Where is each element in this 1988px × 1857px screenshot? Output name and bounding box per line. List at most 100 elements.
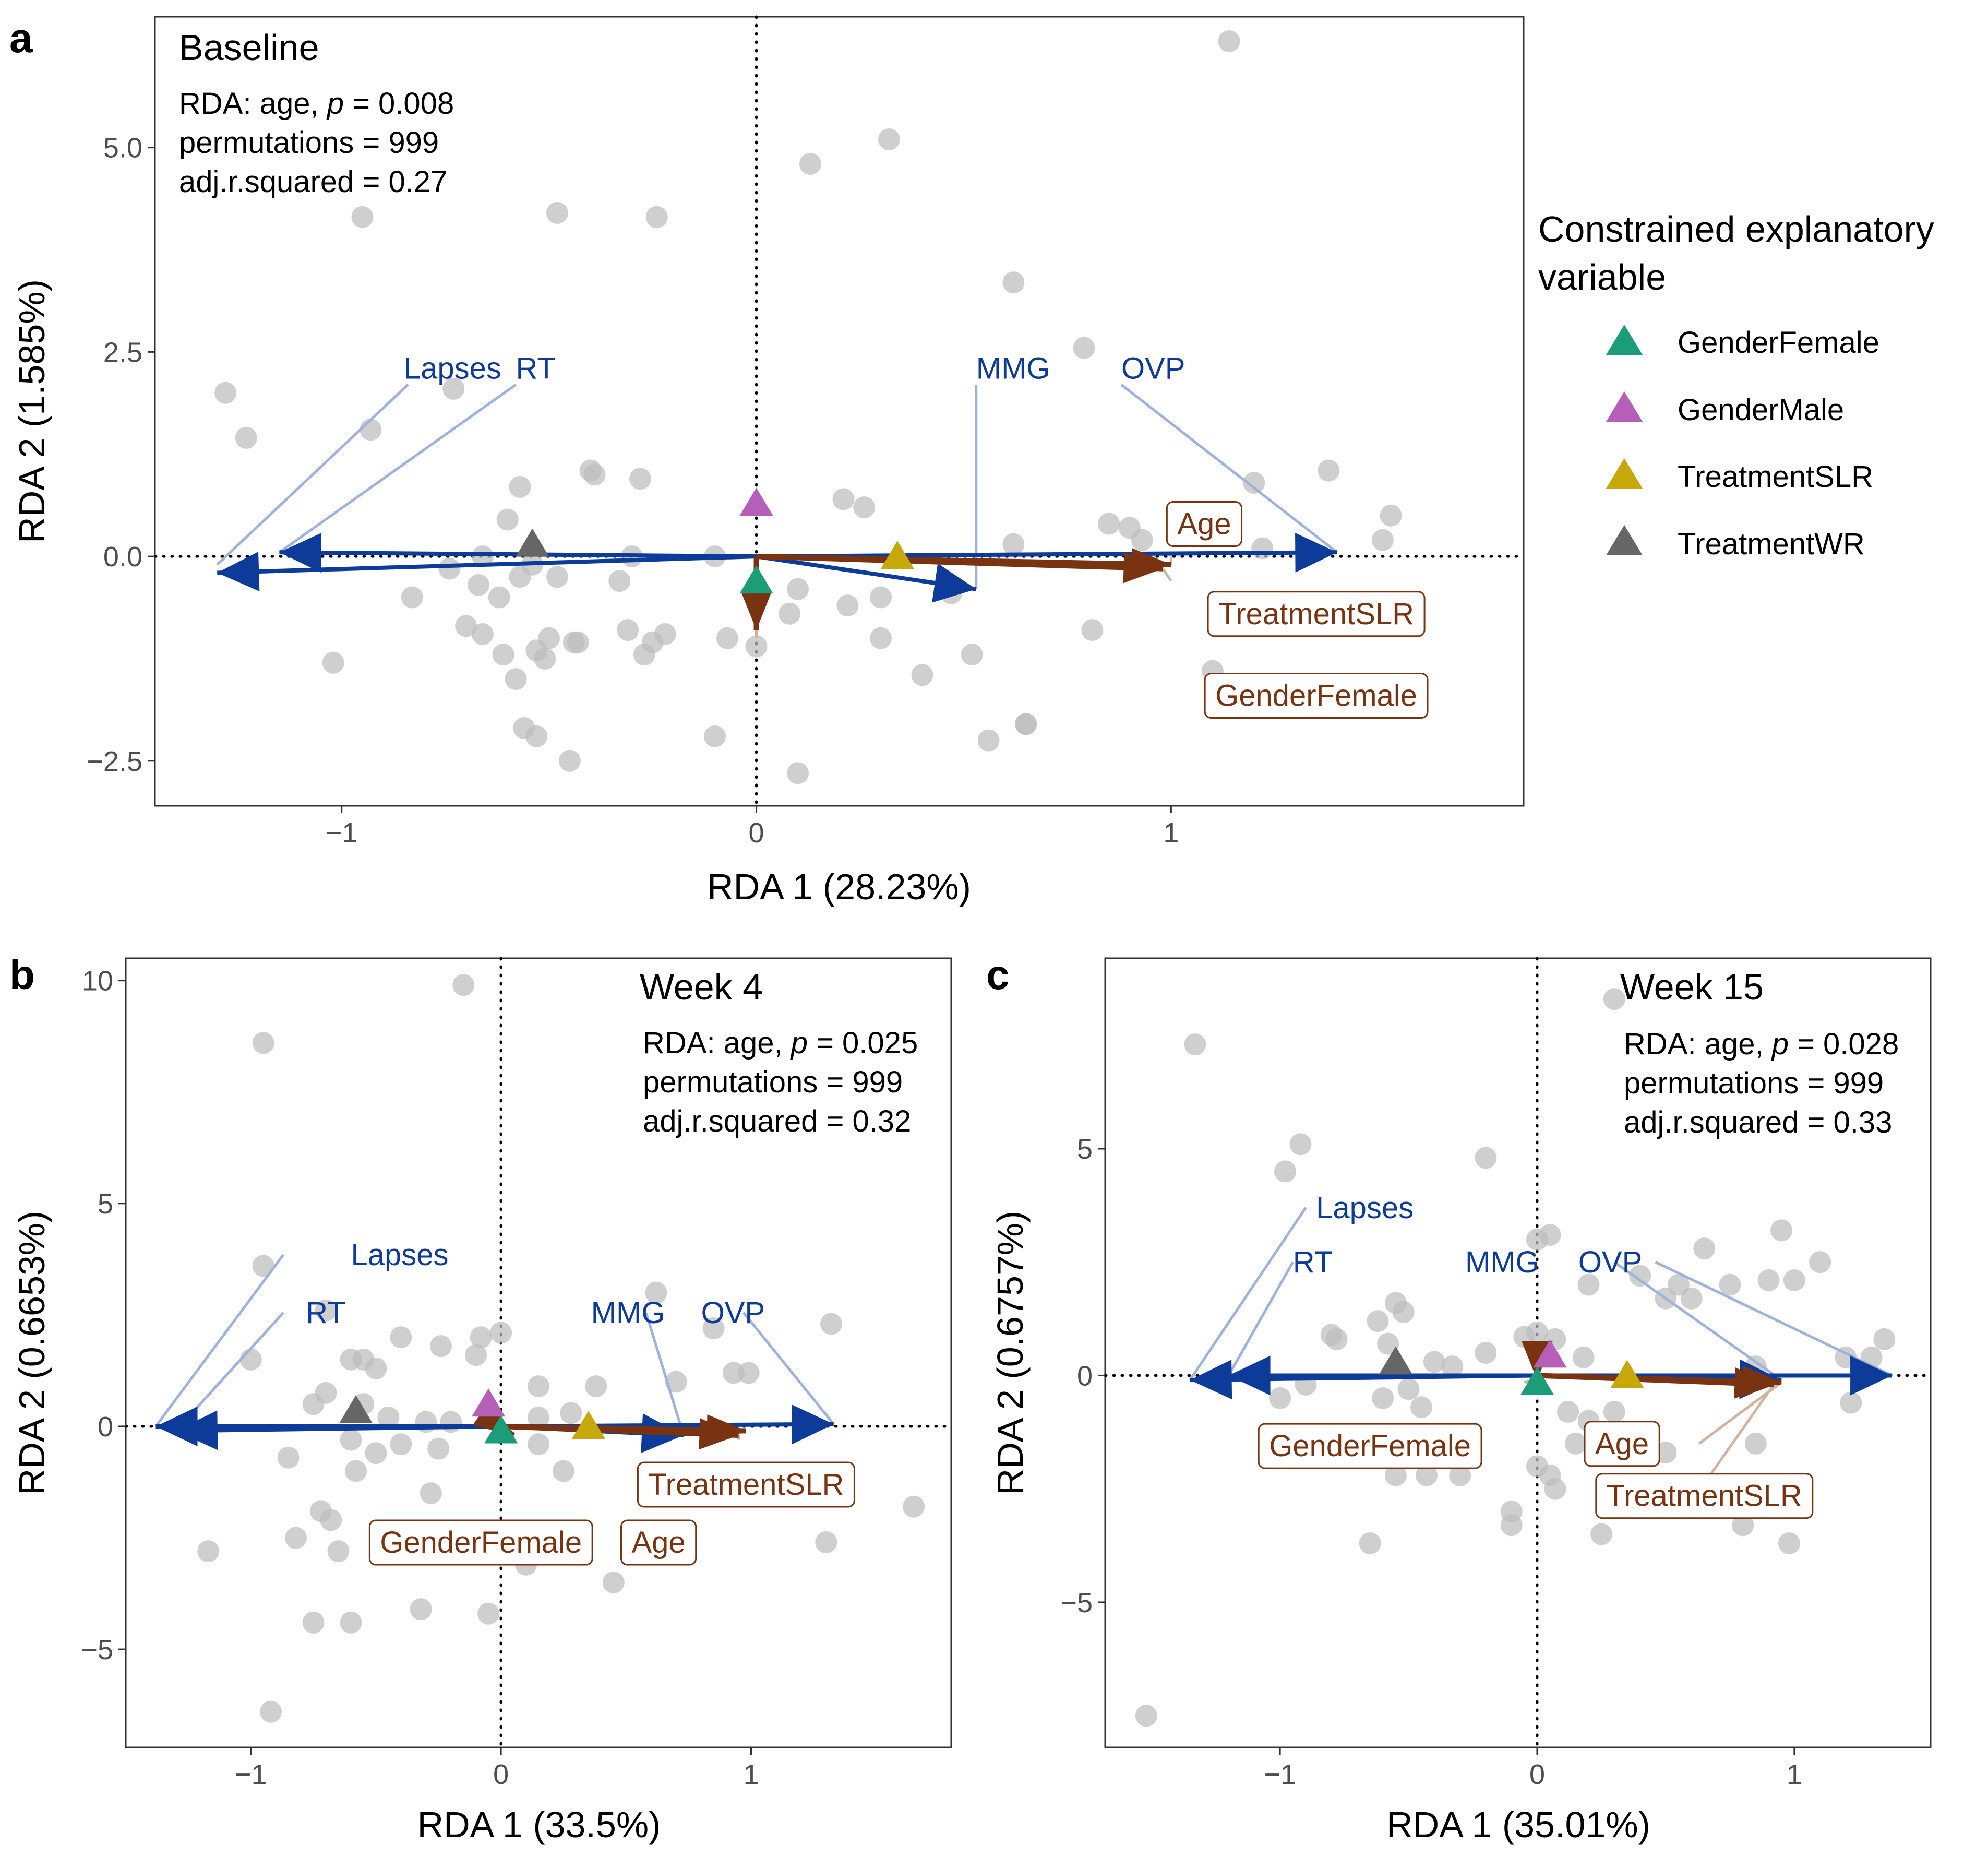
site-point [340, 1348, 362, 1371]
panel-letter-c: c [986, 951, 1010, 998]
panel-a-annotation-line2: permutations = 999 [179, 126, 439, 160]
site-point [562, 631, 585, 653]
site-point [442, 377, 465, 400]
response-arrow-shaft [175, 1424, 501, 1433]
panel-b-x-tick-label: 1 [743, 1759, 759, 1790]
panel-c-x-axis-title: RDA 1 (35.01%) [1386, 1804, 1650, 1845]
explanatory-label-genderfemale: GenderFemale [380, 1526, 582, 1560]
site-point [365, 1357, 387, 1379]
legend-marker-gender-female [1606, 325, 1643, 355]
explanatory-arrow-head [699, 1418, 739, 1450]
response-label-connector [742, 1312, 835, 1425]
site-point [430, 1335, 452, 1358]
panel-b-y-tick-label: −5 [81, 1634, 113, 1665]
site-point [633, 644, 655, 666]
panel-c-y-tick-label: 5 [1077, 1134, 1093, 1165]
explanatory-arrow-shaft [500, 1423, 739, 1438]
site-point [645, 206, 668, 228]
panel-b-y-tick-label: 10 [82, 966, 113, 997]
response-label-mmg: MMG [591, 1296, 665, 1330]
panel-a-x-tick-label: −1 [326, 817, 358, 849]
site-point [365, 1442, 387, 1465]
site-point [1449, 1464, 1471, 1486]
site-point [779, 602, 801, 625]
legend-label-treatment-slr: TreatmentSLR [1678, 460, 1873, 494]
explanatory-label-age: Age [1595, 1427, 1649, 1461]
site-point [505, 668, 527, 691]
site-point [1770, 1219, 1793, 1242]
panel-c-x-tick-label: −1 [1264, 1759, 1296, 1790]
site-point [509, 566, 531, 588]
site-point [340, 1429, 362, 1451]
site-point [534, 647, 556, 670]
site-point [787, 762, 809, 784]
site-point [1783, 1269, 1805, 1291]
site-point [1572, 1346, 1595, 1368]
site-point [377, 1406, 400, 1429]
site-point [470, 1326, 492, 1349]
site-point [836, 594, 859, 617]
panel-b-y-tick-label: 0 [98, 1411, 113, 1443]
panel-a-annotation-line3: adj.r.squared = 0.27 [179, 165, 447, 199]
site-point [1384, 1464, 1407, 1486]
site-point [302, 1393, 325, 1415]
centroid-gendermale [472, 1388, 506, 1417]
site-point [1544, 1478, 1566, 1500]
panel-c-annotation-line2: permutations = 999 [1624, 1066, 1884, 1100]
legend-title-line1: Constrained explanatory [1538, 209, 1934, 249]
site-point [617, 619, 639, 641]
centroid-treatmentslr [880, 541, 914, 569]
site-point [427, 1437, 450, 1460]
response-label-connector [216, 384, 409, 566]
panel-a-x-tick-label: 0 [749, 817, 764, 849]
site-point [1380, 504, 1402, 527]
site-point [903, 1495, 925, 1518]
centroid-treatmentslr [571, 1410, 605, 1439]
legend-marker-treatment-wr [1606, 525, 1643, 555]
site-point [1873, 1328, 1896, 1350]
site-point [420, 1482, 442, 1505]
site-point [799, 153, 821, 175]
panel-a-y-tick-label: −2.5 [87, 746, 142, 777]
site-point [315, 1299, 337, 1322]
site-point [1135, 1705, 1157, 1727]
site-point [1441, 1355, 1464, 1378]
legend-marker-gender-male [1606, 391, 1643, 422]
site-point [558, 749, 581, 772]
site-point [525, 725, 548, 747]
site-point [1809, 1251, 1831, 1273]
explanatory-label-box [1584, 1421, 1660, 1467]
site-point [737, 1362, 760, 1384]
panel-c-x-tick-label: 0 [1529, 1759, 1545, 1790]
site-point [853, 496, 876, 519]
response-arrow-head [1228, 1355, 1271, 1396]
site-point [1564, 1432, 1587, 1455]
panel-c-week15: c Week 15 RDA: age, p = 0.028 permutatio… [986, 951, 1932, 1845]
explanatory-arrow-head [1734, 1367, 1774, 1399]
site-point [1778, 1532, 1800, 1554]
site-point [832, 488, 855, 510]
explanatory-label-box [1166, 501, 1243, 547]
response-label-connector [1613, 1261, 1782, 1382]
response-label-connector [154, 1254, 285, 1427]
site-point [1251, 537, 1274, 560]
site-point [911, 664, 933, 686]
site-point [977, 729, 1000, 752]
site-point [1416, 1464, 1438, 1486]
site-point [560, 1402, 582, 1424]
site-point [214, 382, 237, 404]
explanatory-arrow-head [740, 591, 772, 630]
response-label-ovp: OVP [701, 1296, 765, 1330]
centroid-gendermale [739, 487, 773, 516]
response-label-connector [1655, 1260, 1893, 1377]
panel-c-y-axis-title: RDA 2 (0.6757%) [990, 1211, 1031, 1495]
site-point [452, 974, 475, 996]
legend-label-gender-female: GenderFemale [1678, 326, 1879, 360]
site-point [488, 586, 510, 609]
panel-b-x-tick-label: −1 [235, 1759, 267, 1790]
explanatory-label-genderfemale: GenderFemale [1215, 678, 1417, 712]
site-point [878, 128, 900, 151]
panel-c-y-tick-label: −5 [1060, 1587, 1093, 1618]
site-point [1500, 1514, 1523, 1537]
